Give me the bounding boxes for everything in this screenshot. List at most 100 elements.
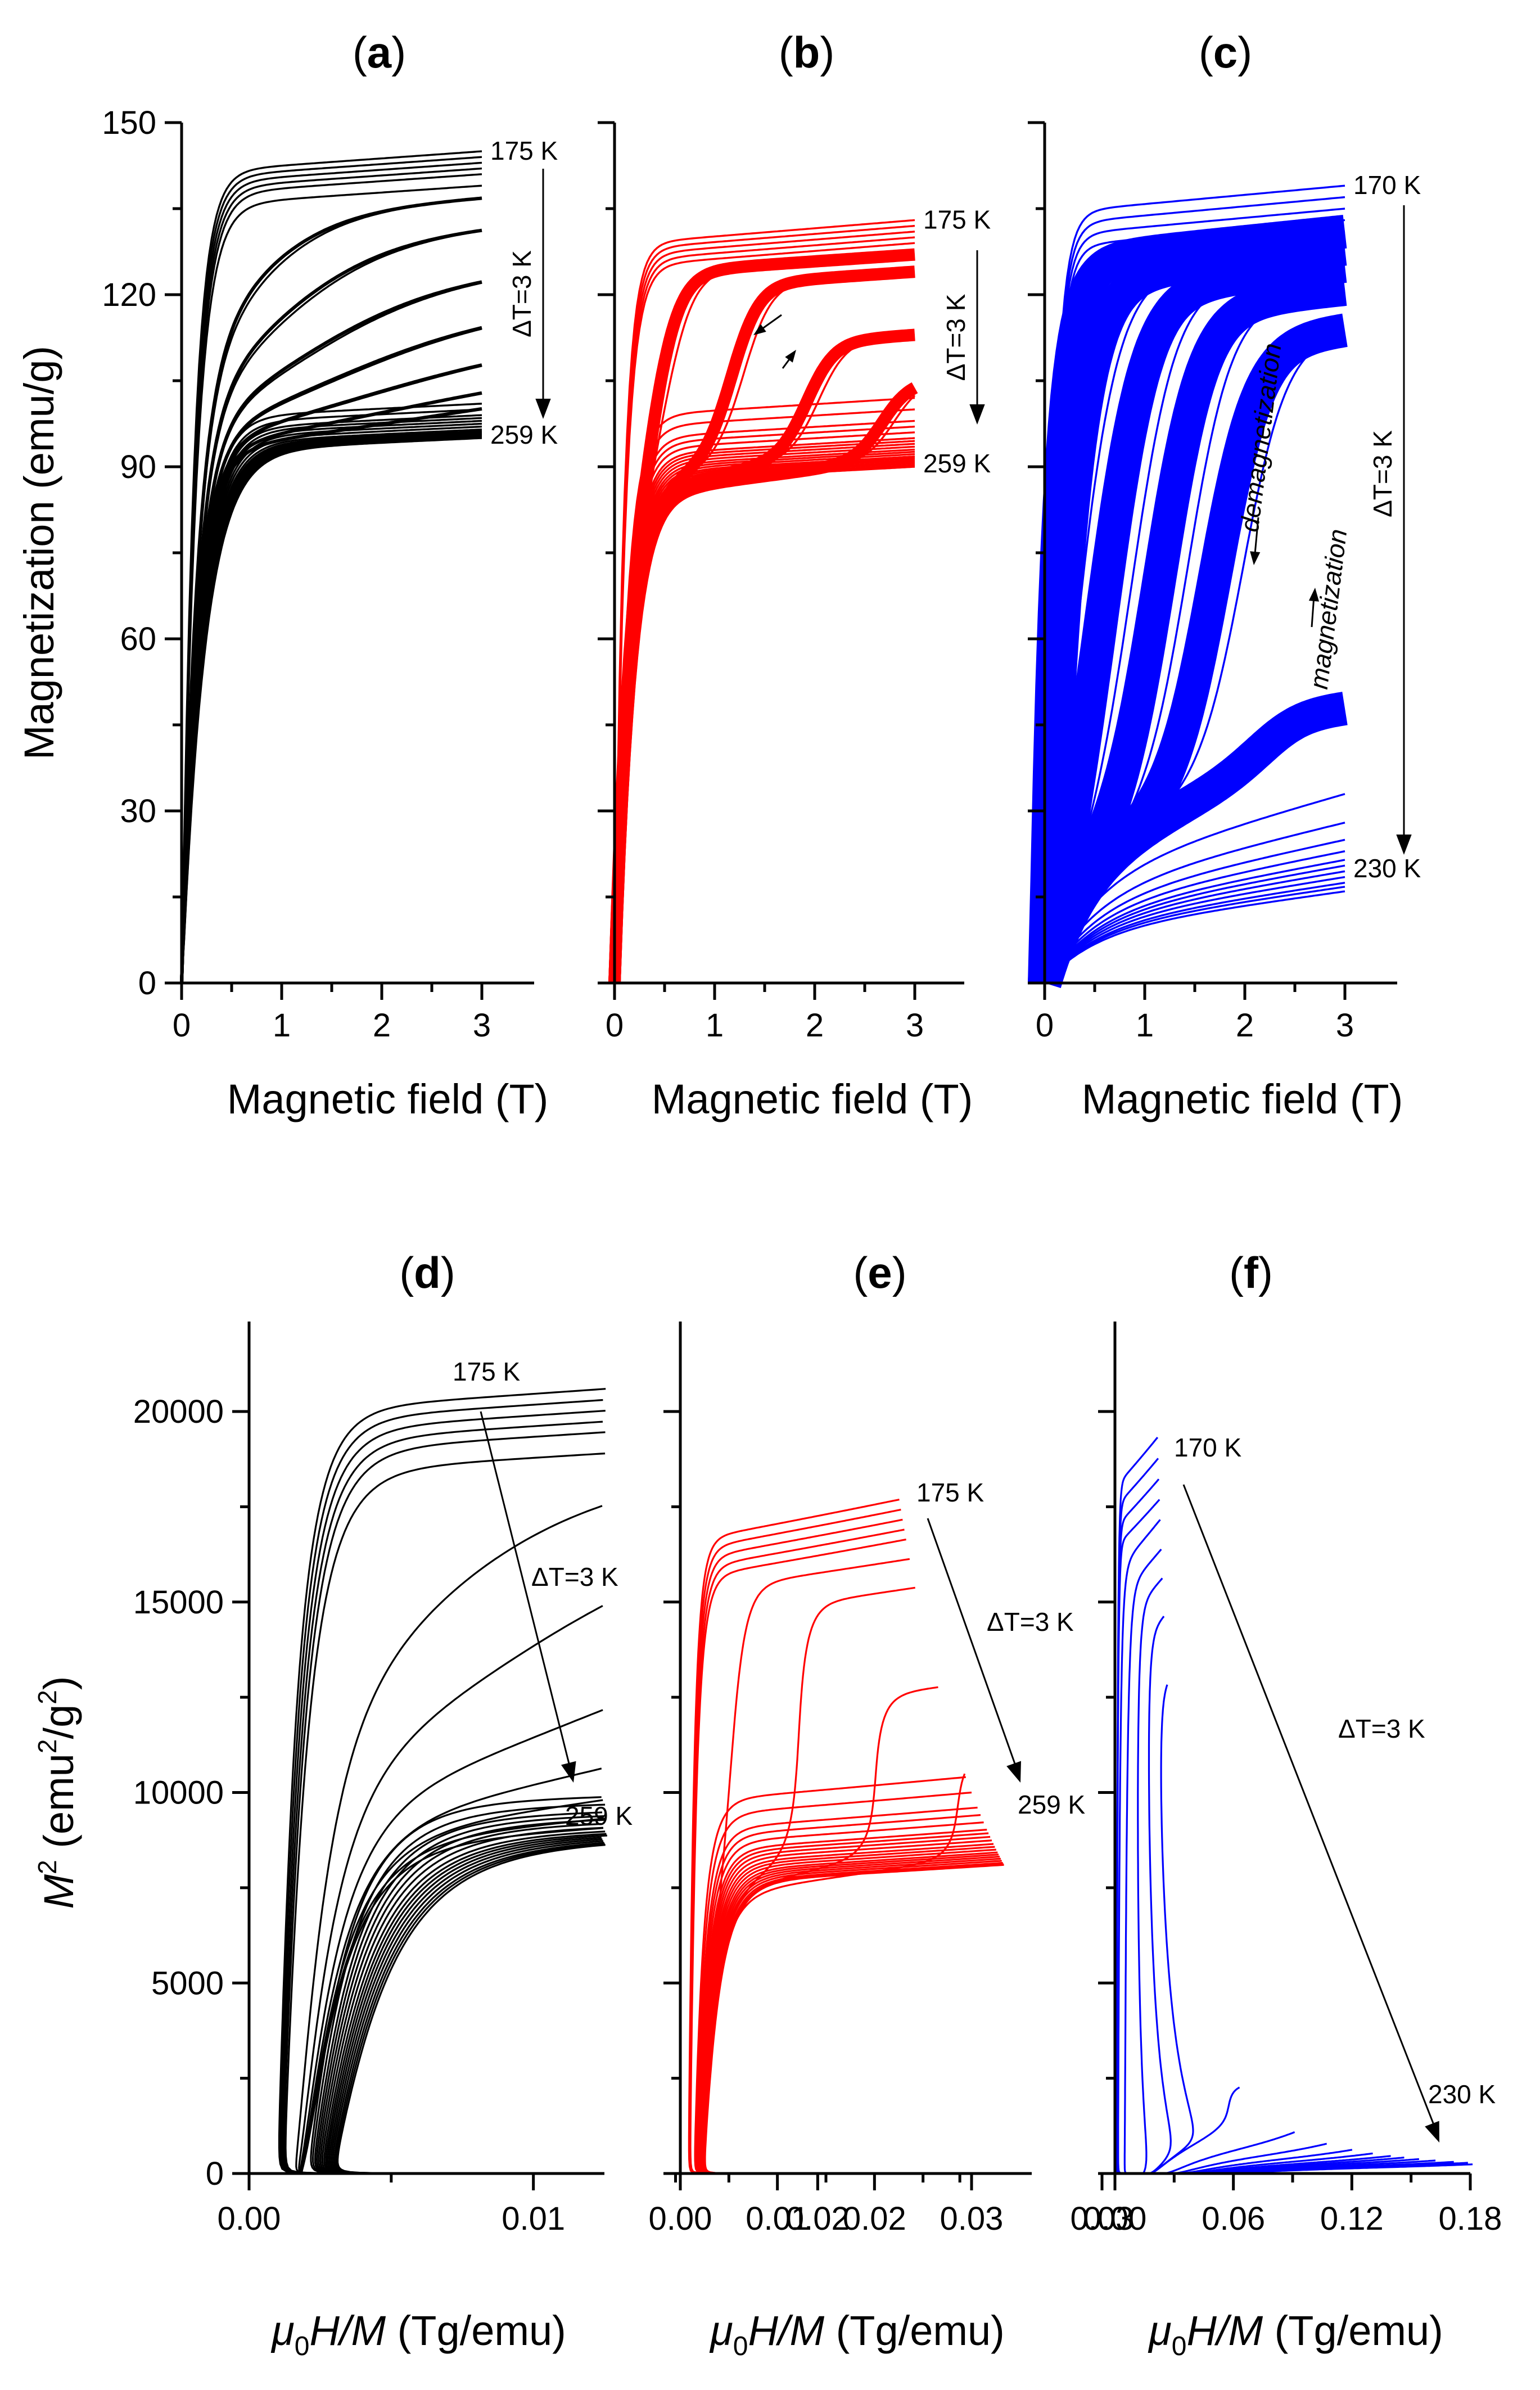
curve-b-4 — [613, 242, 915, 984]
hysteresis-c-4 — [1028, 214, 1360, 984]
curve-c-20 — [1044, 890, 1345, 984]
curve-a-4 — [180, 173, 482, 984]
label-bottom-d: 259 K — [565, 1801, 633, 1830]
arrow-down-b-head — [753, 324, 766, 335]
curve-b-13 — [613, 431, 915, 984]
curve-b-10 — [613, 408, 915, 984]
curve-a-13 — [180, 403, 482, 984]
curve-d-18 — [277, 1823, 602, 2175]
curve-f-9 — [1117, 2086, 1240, 2175]
curve-d-21 — [277, 1833, 607, 2175]
curve-d-4 — [277, 1431, 606, 2175]
x-tick-label-c-1: 1 — [1136, 1007, 1154, 1044]
delta-arrow-head-d — [561, 1761, 576, 1783]
panel-label-f: (f) — [1229, 1248, 1273, 1297]
curve-a-0 — [180, 150, 482, 984]
x-tick-label-b-3: 3 — [906, 1007, 924, 1044]
x-tick-label-e-2: 0.02 — [843, 2200, 906, 2237]
label-top-f: 170 K — [1174, 1433, 1242, 1462]
x-tick-label-c-0: 0 — [1036, 1007, 1054, 1044]
curve-c-13 — [1044, 850, 1345, 984]
curve-a-2 — [180, 161, 482, 984]
curve-a-25 — [180, 435, 482, 984]
axes-f — [1098, 1322, 1472, 2190]
delta-arrow-line-e — [927, 1518, 1020, 1775]
curve-e-14 — [690, 1829, 987, 2175]
curve-c-16 — [1044, 870, 1345, 984]
curve-c-14 — [1044, 859, 1345, 984]
delta-arrow-head-e — [1006, 1761, 1021, 1783]
x-tick-label-c-2: 2 — [1236, 1007, 1254, 1044]
y-tick-label-a-1: 30 — [120, 793, 156, 829]
panel-b: (b) 0 1 2 3 Magnetic field (T) 175 K 259 K ΔT=3 … — [598, 28, 991, 1122]
hysteresis-a-6 — [180, 196, 482, 984]
curve-f-10 — [1117, 2131, 1295, 2175]
axes-b — [598, 121, 964, 1000]
delta-label-b: ΔT=3 K — [941, 294, 970, 381]
x-axis-title-f: μ0H/M (Tg/emu) — [1148, 2307, 1443, 2361]
curve-d-17 — [277, 1819, 606, 2175]
x-tick-label-f-2: 0.12 — [1320, 2200, 1384, 2237]
curve-a-18 — [180, 422, 482, 984]
x-tick-label-d-0: 0.00 — [218, 2200, 281, 2237]
y-tick-label-d-2: 10000 — [133, 1775, 224, 1811]
curve-f-5 — [1117, 1549, 1162, 2175]
curve-d-26 — [277, 1842, 604, 2175]
panel-d: (d)0.00 0.01 0.02 0.0305000100001500020000μ… — [33, 1248, 1133, 2361]
panel-label-e: (e) — [853, 1248, 906, 1297]
panel-label-b: (b) — [779, 28, 835, 77]
curve-f-4 — [1117, 1519, 1161, 2175]
curve-b-27 — [613, 465, 915, 984]
panel-label-a: (a) — [353, 28, 406, 77]
curve-a-1 — [180, 156, 482, 984]
curve-b-15 — [613, 440, 915, 984]
curve-d-23 — [277, 1837, 602, 2175]
curve-b-23 — [613, 459, 915, 984]
curve-e-13 — [690, 1821, 984, 2175]
curve-a-19 — [180, 425, 482, 984]
curve-e-10 — [690, 1791, 972, 2175]
demag-arrow-head — [1250, 551, 1261, 565]
label-top-a: 175 K — [490, 136, 558, 165]
y-tick-label-a-2: 60 — [120, 621, 156, 657]
label-bottom-f: 230 K — [1428, 2080, 1496, 2109]
curves-d — [277, 1388, 607, 2175]
x-tick-label-f-0: 0.00 — [1083, 2200, 1147, 2237]
curve-a-6 — [180, 197, 482, 984]
delta-arrow-line-f — [1182, 1484, 1439, 2135]
delta-label-a: ΔT=3 K — [507, 250, 536, 337]
y-axis-title-d: M2 (emu2/g2) — [33, 1676, 82, 1909]
curve-d-20 — [277, 1830, 606, 2175]
curve-b-2 — [613, 231, 915, 984]
panel-f: (f) 0.00 0.06 0.12 0.18 μ0H/M (Tg/emu) 170 K 23… — [1083, 1248, 1502, 2361]
x-tick-label-b-2: 2 — [806, 1007, 824, 1044]
curve-d-5 — [277, 1453, 606, 2175]
axes-d — [232, 1322, 1104, 2190]
curve-a-24 — [180, 434, 482, 984]
delta-arrow-head-a — [535, 399, 551, 419]
curve-c-19 — [1044, 886, 1345, 984]
curve-d-28 — [277, 1844, 606, 2175]
curve-d-15 — [277, 1811, 603, 2175]
delta-label-f: ΔT=3 K — [1338, 1714, 1425, 1743]
curve-b-16 — [613, 443, 915, 984]
x-tick-label-f-3: 0.18 — [1439, 2200, 1502, 2237]
x-tick-label-e-0: 0.00 — [649, 2200, 712, 2237]
x-axis-title-d: μ0H/M (Tg/emu) — [270, 2307, 566, 2361]
curve-b-20 — [613, 453, 915, 984]
curve-e-2 — [689, 1518, 903, 2175]
label-top-d: 175 K — [453, 1357, 521, 1386]
curve-a-22 — [180, 431, 482, 984]
hysteresis-c-9 — [1028, 692, 1360, 992]
curve-c-17 — [1044, 876, 1345, 984]
curve-a-23 — [180, 432, 482, 984]
curve-c-0 — [1044, 184, 1345, 984]
curve-a-20 — [180, 429, 482, 984]
y-tick-label-d-1: 5000 — [151, 1965, 224, 2001]
hysteresis-b-5 — [608, 248, 919, 984]
curve-a-21 — [180, 430, 482, 984]
delta-label-c: ΔT=3 K — [1368, 430, 1397, 517]
curve-e-11 — [690, 1806, 978, 2175]
curve-a-28 — [180, 437, 482, 984]
